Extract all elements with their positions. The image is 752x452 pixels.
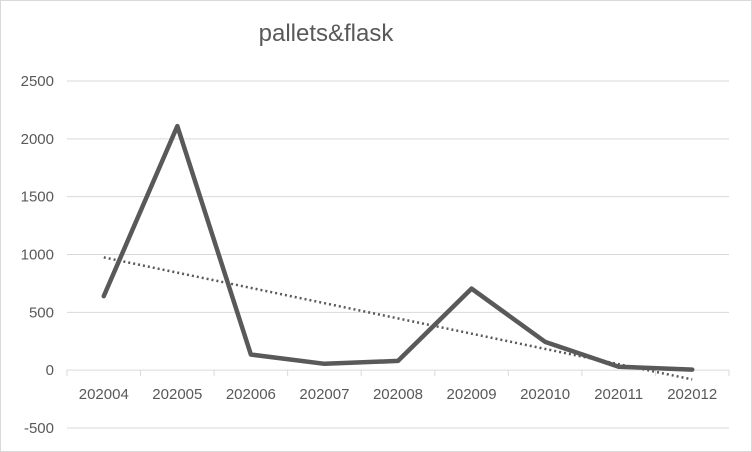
x-tick-label: 202010 [520,386,570,403]
y-tick-label: 2500 [21,73,54,90]
x-tick-label: 202011 [594,386,643,403]
gridlines [66,80,730,429]
x-tick-label: 202009 [447,386,497,403]
y-tick-label: 500 [29,304,54,321]
x-tick-label: 202012 [667,386,717,403]
x-tick-label: 202007 [299,386,349,403]
x-tick-label: 202008 [373,386,423,403]
y-tick-label: -500 [24,420,54,437]
y-tick-label: 1500 [21,189,54,206]
x-axis-ticks: 202004 202005 202006 202007 202008 202009 2020… [79,386,718,403]
series-line [101,123,695,372]
chart-title: pallets&flask [258,20,394,47]
y-tick-label: 0 [46,362,54,379]
y-tick-label: 1000 [21,247,54,264]
x-tick-label: 202006 [226,386,276,403]
x-tick-label: 202005 [152,386,202,403]
y-tick-label: 2000 [21,131,54,148]
x-tick-label: 202004 [79,386,129,403]
y-axis-ticks: 2500 2000 1500 1000 500 0 -500 [21,73,54,437]
series-layer [101,123,695,381]
